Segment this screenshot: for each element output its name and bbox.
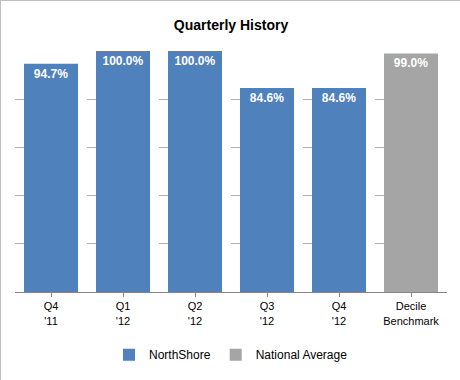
- svg-text:99.0%: 99.0%: [394, 56, 428, 70]
- svg-text:Q2'12: Q2'12: [188, 300, 203, 326]
- svg-text:National Average: National Average: [256, 348, 348, 362]
- svg-text:Q4'11: Q4'11: [44, 300, 59, 326]
- svg-text:Q4'12: Q4'12: [332, 300, 347, 326]
- svg-text:DecileBenchmark: DecileBenchmark: [383, 300, 439, 326]
- svg-text:100.0%: 100.0%: [102, 54, 143, 68]
- svg-text:NorthShore: NorthShore: [149, 348, 211, 362]
- svg-text:Q3'12: Q3'12: [260, 300, 275, 326]
- svg-text:Q1'12: Q1'12: [116, 300, 131, 326]
- svg-text:Quarterly History: Quarterly History: [174, 17, 289, 33]
- svg-text:100.0%: 100.0%: [174, 54, 215, 68]
- svg-text:84.6%: 84.6%: [250, 91, 284, 105]
- svg-text:94.7%: 94.7%: [34, 67, 68, 81]
- svg-text:84.6%: 84.6%: [322, 91, 356, 105]
